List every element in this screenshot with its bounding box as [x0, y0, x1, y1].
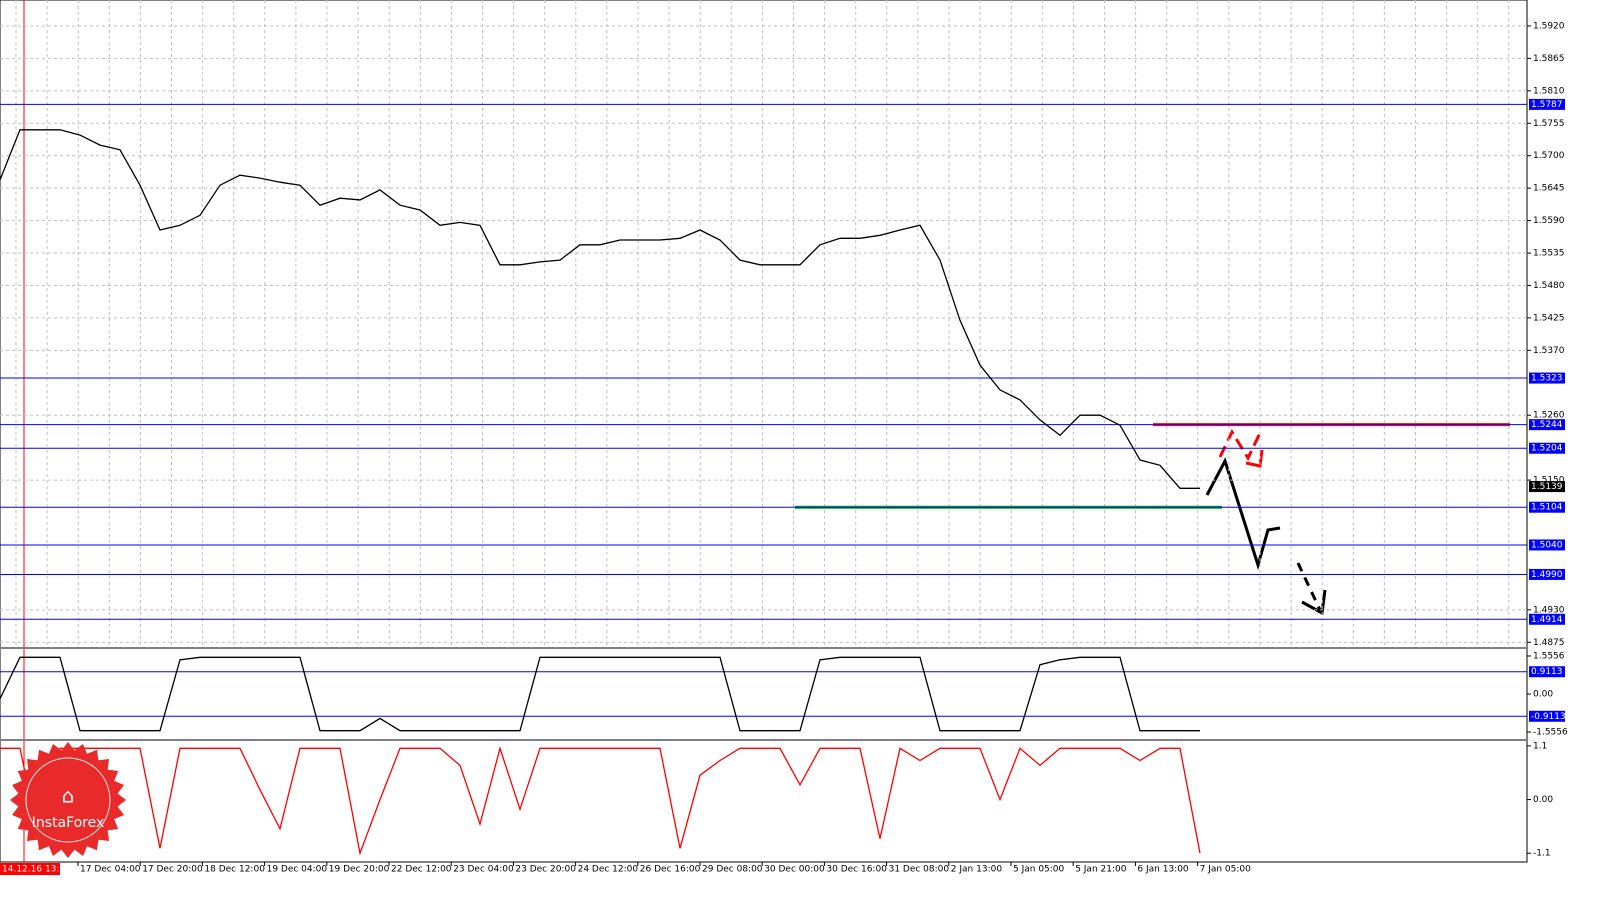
y-tick-label: 1.5700 — [1533, 151, 1565, 161]
y-tick-label: 1.5920 — [1533, 21, 1565, 31]
time-highlight — [0, 863, 60, 875]
x-tick-label: 23 Dec 04:00 — [453, 865, 514, 875]
level-box — [1529, 372, 1565, 384]
level-box — [1529, 613, 1565, 625]
x-tick-label: 6 Jan 13:00 — [1137, 865, 1189, 875]
plot-frame — [0, 0, 1528, 863]
level-label: 1.4914 — [1531, 615, 1563, 625]
y-tick-label: 1.5370 — [1533, 346, 1565, 356]
x-tick-label: 7 Jan 05:00 — [1200, 865, 1252, 875]
y-tick-label: -1.5556 — [1533, 728, 1568, 738]
x-tick-label: 18 Dec 12:00 — [204, 865, 265, 875]
price-line — [0, 746, 1201, 856]
level-label: 1.5040 — [1531, 540, 1563, 550]
y-tick-label: 1.5556 — [1533, 651, 1565, 661]
price-box — [1529, 481, 1565, 493]
level-label: 1.5204 — [1531, 444, 1563, 454]
level-box — [1529, 539, 1565, 551]
y-tick-label: 1.5150 — [1533, 476, 1565, 486]
x-tick-label: 24 Dec 12:00 — [578, 865, 639, 875]
level-box — [1529, 501, 1565, 513]
price-line — [0, 129, 1200, 489]
x-tick-label: 29 Dec 08:00 — [702, 865, 763, 875]
y-tick-label: 1.4875 — [1533, 638, 1565, 648]
level-label: -0.9113 — [1531, 712, 1566, 722]
current-price-label: 1.5139 — [1531, 482, 1563, 492]
level-label: 1.5323 — [1531, 374, 1563, 384]
y-tick-label: 1.5755 — [1533, 119, 1565, 129]
x-tick-label: 19 Dec 20:00 — [329, 865, 390, 875]
level-label: 1.5104 — [1531, 503, 1563, 513]
x-tick-label: 17 Dec 20:00 — [142, 865, 203, 875]
y-tick-label: 1.5810 — [1533, 86, 1565, 96]
y-tick-label: 0.00 — [1533, 795, 1553, 805]
y-tick-label: 1.5425 — [1533, 313, 1565, 323]
level-box — [1529, 568, 1565, 580]
level-box — [1529, 419, 1565, 431]
forecast-arrows — [1205, 428, 1327, 616]
y-tick-label: 1.5260 — [1533, 411, 1565, 421]
level-label: 1.5244 — [1531, 420, 1563, 430]
y-tick-label: -1.1 — [1533, 849, 1551, 859]
x-tick-label: 5 Jan 05:00 — [1013, 865, 1065, 875]
y-tick-label: 1.5645 — [1533, 184, 1565, 194]
level-box — [1529, 98, 1565, 110]
level-label: 1.5787 — [1531, 100, 1563, 110]
level-label: 0.9113 — [1531, 667, 1563, 677]
x-tick-label: 31 Dec 08:00 — [889, 865, 950, 875]
x-tick-label: 23 Dec 20:00 — [515, 865, 576, 875]
level-box — [1529, 666, 1565, 678]
watermark: InstaForex — [32, 815, 105, 831]
level-box — [1529, 710, 1565, 722]
x-tick-label: 19 Dec 04:00 — [267, 865, 328, 875]
y-tick-label: 1.5535 — [1533, 249, 1565, 259]
y-tick-label: 1.5480 — [1533, 281, 1565, 291]
y-tick-label: 1.5865 — [1533, 54, 1565, 64]
x-tick-label: 14.12.16 13:00 — [2, 865, 71, 875]
x-tick-label: 30 Dec 00:00 — [764, 865, 825, 875]
y-tick-label: 1.5590 — [1533, 216, 1565, 226]
x-tick-label: 26 Dec 16:00 — [640, 865, 701, 875]
y-tick-label: 1.1 — [1533, 741, 1547, 751]
svg-text:⌂: ⌂ — [62, 784, 75, 808]
level-label: 1.4990 — [1531, 570, 1563, 580]
watermark-logo: ⌂ InstaForex — [10, 742, 126, 858]
y-tick-label: 1.4930 — [1533, 605, 1565, 615]
x-tick-label: 17 Dec 04:00 — [80, 865, 141, 875]
x-tick-label: 22 Dec 12:00 — [391, 865, 452, 875]
price-line — [0, 656, 1200, 732]
level-box — [1529, 442, 1565, 454]
x-tick-label: 5 Jan 21:00 — [1075, 865, 1127, 875]
y-tick-label: 0.00 — [1533, 690, 1553, 700]
x-tick-label: 2 Jan 13:00 — [951, 865, 1003, 875]
x-tick-label: 30 Dec 16:00 — [826, 865, 887, 875]
